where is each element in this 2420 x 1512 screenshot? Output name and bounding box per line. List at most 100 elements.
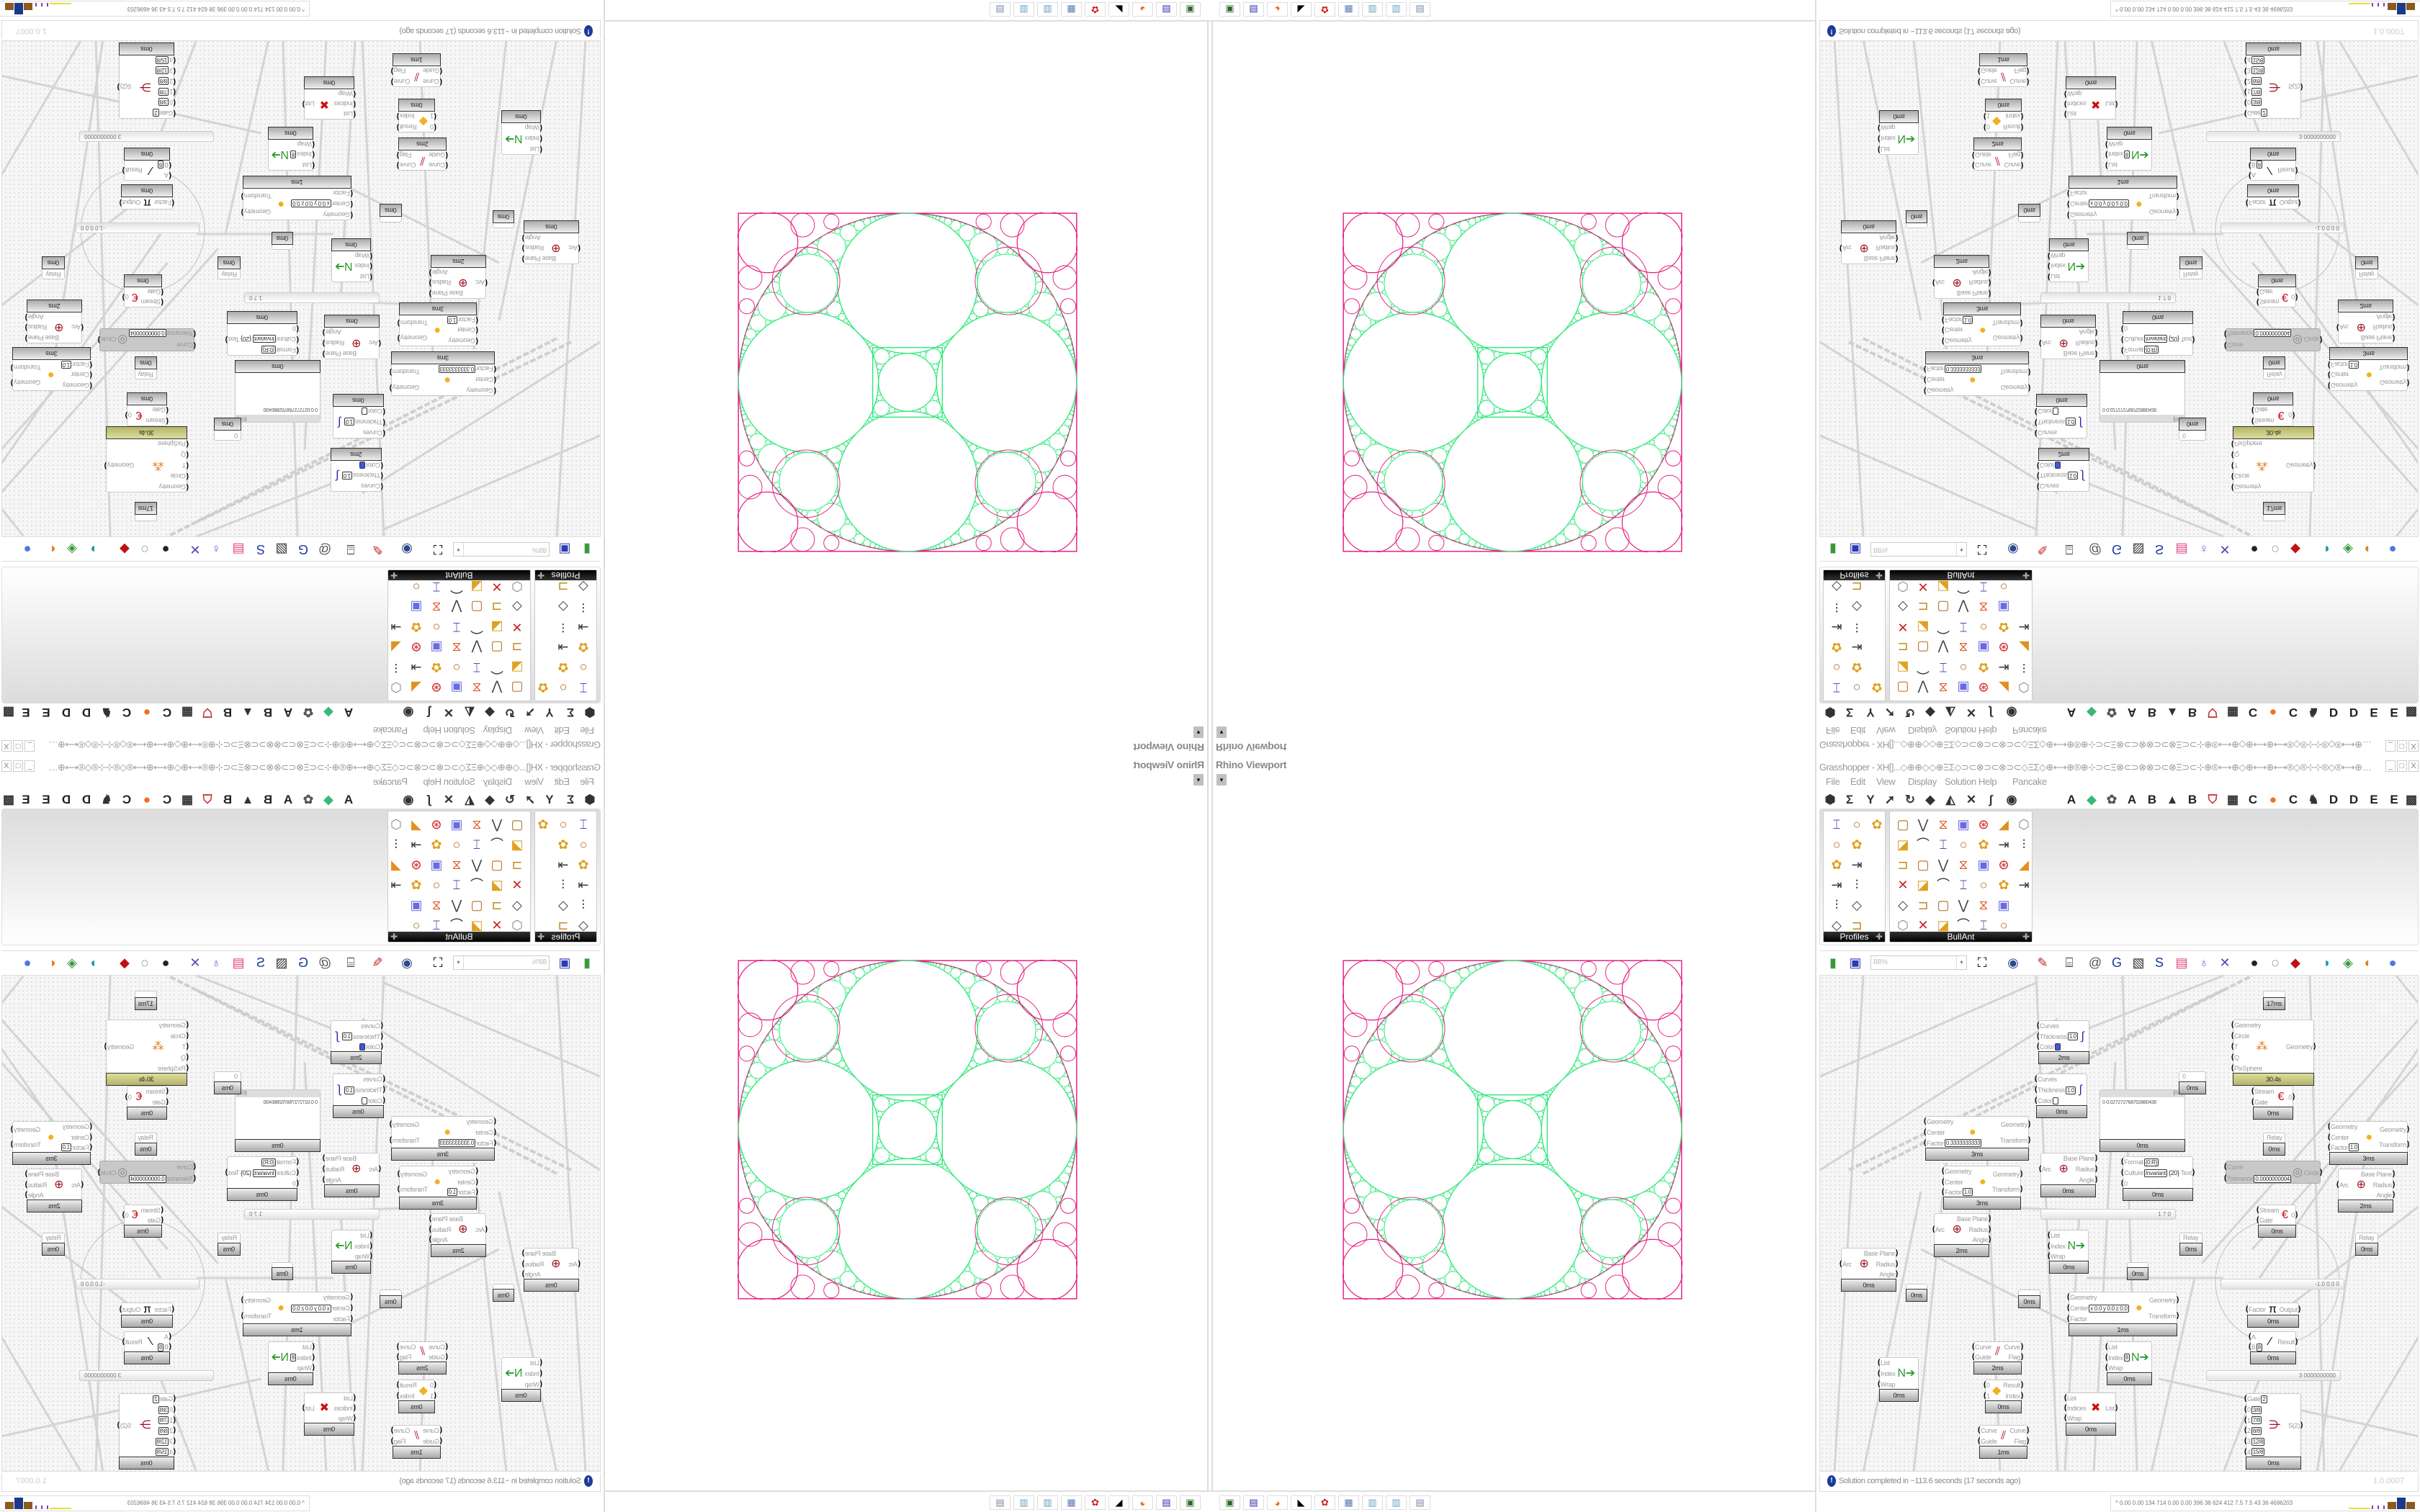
grid-icon[interactable]: ▦	[2226, 793, 2239, 806]
save-icon[interactable]: ▣	[1849, 955, 1862, 970]
output-radius[interactable]: Radius)	[25, 323, 47, 332]
component-icon[interactable]: ⊐	[557, 918, 569, 932]
input-index[interactable]: (Index	[524, 1369, 542, 1378]
input-guide[interactable]: (Guide	[429, 150, 448, 159]
input-port[interactable]: (	[1924, 1138, 1927, 1147]
component-icon[interactable]: ○	[1832, 660, 1841, 675]
input-port[interactable]: (	[2035, 418, 2038, 426]
input-port[interactable]: (	[169, 171, 171, 179]
input-factor[interactable]: (Factor 1.0	[2328, 1143, 2359, 1152]
number-slider[interactable]: 1 7 0	[244, 1209, 380, 1220]
input-thickness[interactable]: (Thickness 1.0	[2035, 418, 2076, 426]
input-port[interactable]: (	[369, 252, 372, 261]
node-list-item[interactable]: (List(Index(Wrap N➔ 0ms	[501, 110, 542, 155]
output-port[interactable]: )	[25, 1180, 28, 1189]
node-scale[interactable]: (Geometry(Center(Factor 0.3333333333 Geome…	[1924, 1116, 2030, 1161]
floppy-64-icon[interactable]: ▤	[1243, 2, 1264, 17]
node-arc[interactable]: (Arc Base Plane) Radius) Angle) ⊕ 0ms	[2039, 1153, 2097, 1197]
tab-c[interactable]: C	[2248, 706, 2258, 719]
maths-icon[interactable]: Σ	[566, 706, 575, 719]
preview-eye-icon[interactable]: ◉	[401, 955, 413, 970]
input-circle[interactable]: (Circle	[2231, 1032, 2250, 1040]
input-port[interactable]: (	[186, 1043, 189, 1050]
input-value[interactable]: 2	[2261, 1395, 2267, 1403]
output-port[interactable]: )	[391, 67, 394, 76]
input-port[interactable]: (	[173, 1447, 176, 1456]
input-center[interactable]: (Center	[475, 375, 496, 384]
output-port[interactable]: )	[2300, 1421, 2303, 1429]
input-port[interactable]: (	[81, 323, 84, 332]
menu-file[interactable]: File	[1826, 776, 1840, 787]
params-icon[interactable]: ⬢	[584, 793, 596, 806]
input-value[interactable]: 3/8	[2251, 98, 2262, 107]
input-port[interactable]: (	[539, 1359, 542, 1367]
input-circle[interactable]: (Circle	[171, 472, 189, 480]
input-port[interactable]: (	[173, 1437, 176, 1445]
input-index[interactable]: (Index 8	[290, 150, 315, 159]
input-port[interactable]: (	[2064, 100, 2067, 108]
input-tolerance[interactable]: (Tolerance 0.0000000004	[129, 329, 196, 338]
input-port[interactable]: (	[493, 386, 496, 395]
input-q[interactable]: (Q	[2231, 1053, 2239, 1062]
input-port[interactable]: (	[2037, 1032, 2040, 1040]
input-port[interactable]: (	[2048, 1231, 2051, 1240]
output-port[interactable]: )	[397, 1353, 400, 1361]
pane-divider[interactable]	[1211, 756, 1213, 1492]
component-icon[interactable]: ⋁	[1917, 817, 1929, 832]
component-icon[interactable]: ⇥	[578, 620, 589, 634]
output-port[interactable]: )	[98, 336, 101, 343]
input-a[interactable]: (A	[2249, 171, 2256, 179]
input-port[interactable]: (	[2231, 451, 2234, 459]
intersect-icon[interactable]: ✕	[443, 793, 454, 806]
output-port[interactable]: )	[429, 1235, 432, 1243]
menu-pancake[interactable]: Pancake	[2012, 725, 2047, 736]
node-arc[interactable]: (Arc Base Plane) Radius) Angle) ⊕ 0ms	[323, 1153, 381, 1197]
node-panel[interactable]: {0;0} 0 0.027272768702880430 0ms	[2099, 1089, 2185, 1152]
notepad-icon[interactable]: ▥	[1362, 2, 1383, 17]
input-port[interactable]: (	[2037, 472, 2040, 480]
chevron-down-icon[interactable]: ▾	[454, 543, 464, 556]
input-port[interactable]: (	[1924, 376, 1927, 384]
tab-d[interactable]: D	[2349, 793, 2359, 806]
component-icon[interactable]: ✿	[537, 817, 549, 832]
vector-icon[interactable]: ➚	[1884, 793, 1896, 806]
component-icon[interactable]: ⌒	[490, 837, 503, 852]
maths-icon[interactable]: Σ	[566, 793, 575, 806]
input-port[interactable]: (	[493, 1138, 496, 1147]
input-port[interactable]: (	[2251, 1087, 2254, 1096]
output-port[interactable]: )	[323, 1165, 326, 1173]
tab-e[interactable]: E	[2390, 793, 2398, 806]
output-angle[interactable]: Angle)	[1879, 1270, 1898, 1279]
tab-a[interactable]: A	[2066, 706, 2076, 719]
output-port[interactable]: )	[2094, 1165, 2097, 1173]
output-port[interactable]: )	[2026, 1426, 2029, 1435]
blue-sphere-icon[interactable]: ●	[23, 542, 32, 557]
output-text[interactable]: Text)	[225, 335, 239, 343]
output-geometry[interactable]: Geometry)	[104, 461, 134, 469]
input-port[interactable]: (	[378, 339, 381, 347]
input-port[interactable]: (	[539, 1380, 542, 1388]
input-index[interactable]: (Index	[1878, 134, 1896, 143]
tab-c[interactable]: C	[2248, 793, 2258, 806]
input-curve[interactable]: (Curve	[2224, 341, 2244, 349]
input-port[interactable]: (	[186, 482, 189, 491]
bake-icon[interactable]: ⌸	[2065, 542, 2074, 557]
input-port[interactable]: (	[186, 462, 189, 469]
node-fit-circle[interactable]: (Curve(Tolerance 0.0000000004 Circle) ◎	[98, 1161, 196, 1184]
component-icon[interactable]: ▣	[1977, 858, 1990, 872]
input-port[interactable]: (	[445, 161, 448, 169]
input-port[interactable]: (	[2121, 1179, 2124, 1187]
component-icon[interactable]: ⌒	[1917, 660, 1930, 675]
orange-sphere-icon[interactable]: ◐	[2364, 955, 2372, 970]
input-0[interactable]: (0 3/8	[158, 98, 176, 107]
input-geometry[interactable]: (Geometry	[2231, 1021, 2261, 1030]
maths-icon[interactable]: Σ	[1845, 793, 1854, 806]
input-value[interactable]: 2	[2261, 109, 2267, 117]
input-value[interactable]: Invariant	[253, 335, 277, 343]
input-value[interactable]: 8	[2123, 1354, 2130, 1362]
component-icon[interactable]: ⊛	[431, 680, 442, 695]
teal-shape-icon[interactable]: ◗	[2323, 542, 2331, 557]
input-list[interactable]: (List	[344, 1394, 356, 1403]
close-button[interactable]: X	[1, 760, 12, 772]
shield-icon[interactable]: ⛉	[2208, 793, 2218, 806]
